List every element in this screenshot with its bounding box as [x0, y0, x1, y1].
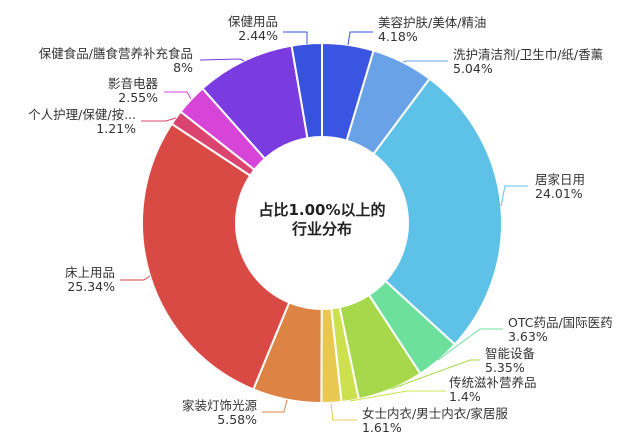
slice-name: 女士内衣/男士内衣/家居服 — [362, 406, 508, 421]
leader-line — [349, 390, 446, 402]
leader-line — [500, 185, 528, 207]
slice-percent: 5.58% — [217, 412, 257, 427]
leader-line — [402, 60, 448, 63]
slice-name: 家装灯饰光源 — [181, 398, 257, 413]
donut-slice — [372, 77, 503, 346]
slice-percent: 8% — [173, 60, 193, 75]
leader-line — [262, 399, 288, 413]
leader-line — [141, 117, 177, 122]
slice-label-health-food: 保健食品/膳食营养补充食品 8% — [39, 47, 193, 75]
slice-label-tonic: 传统滋补营养品 1.4% — [449, 376, 537, 404]
slice-name: 保健食品/膳食营养补充食品 — [38, 46, 193, 61]
slice-label-underwear: 女士内衣/男士内衣/家居服 1.61% — [362, 407, 508, 435]
slice-percent: 3.63% — [508, 329, 548, 344]
slice-percent: 2.44% — [238, 28, 278, 43]
slice-name: 美容护肤/美体/精油 — [378, 15, 487, 30]
leader-line — [120, 275, 151, 281]
slice-label-bedding: 床上用品 25.34% — [65, 266, 115, 294]
leader-lines — [120, 31, 528, 421]
slice-percent: 4.18% — [378, 29, 418, 44]
slice-label-cleaning: 洗护清洁剂/卫生巾/纸/香薰 5.04% — [453, 48, 603, 76]
slice-label-health-products: 保健用品 2.44% — [228, 15, 278, 43]
donut-slice — [290, 41, 323, 140]
slice-percent: 24.01% — [535, 186, 583, 201]
leader-line — [437, 328, 503, 361]
leader-line — [283, 31, 308, 44]
slice-percent: 1.4% — [449, 389, 481, 404]
slice-name: 影音电器 — [107, 76, 158, 91]
slice-label-household: 居家日用 24.01% — [535, 173, 585, 201]
slice-percent: 1.21% — [96, 121, 136, 136]
slice-label-smart-devices: 智能设备 5.35% — [485, 347, 535, 375]
slice-label-av-electronics: 影音电器 2.55% — [108, 77, 158, 105]
leader-line — [347, 31, 373, 46]
slice-percent: 2.55% — [118, 90, 158, 105]
donut-slice — [141, 122, 291, 391]
slice-name: OTC药品/国际医药 — [508, 315, 613, 330]
slice-label-lighting: 家装灯饰光源 5.58% — [182, 399, 257, 427]
center-title-line2: 行业分布 — [291, 220, 352, 238]
slice-percent: 5.04% — [453, 61, 493, 76]
slice-label-otc: OTC药品/国际医药 3.63% — [508, 316, 613, 344]
slice-name: 个人护理/保健/按... — [28, 107, 136, 122]
leader-line — [164, 91, 192, 100]
leader-line — [199, 58, 245, 62]
slice-name: 居家日用 — [535, 172, 586, 187]
slice-name: 洗护清洁剂/卫生巾/纸/香薰 — [453, 47, 604, 62]
slice-percent: 1.61% — [362, 420, 402, 435]
leader-line — [390, 359, 480, 390]
center-title-line1: 占比1.00%以上的 — [258, 201, 386, 219]
donut-center-title: 占比1.00%以上的 行业分布 — [220, 201, 424, 239]
donut-slices — [141, 41, 503, 405]
slice-name: 床上用品 — [64, 265, 115, 280]
slice-name: 传统滋补营养品 — [449, 375, 537, 390]
slice-name: 保健用品 — [227, 14, 278, 29]
slice-percent: 5.35% — [485, 360, 525, 375]
slice-label-beauty: 美容护肤/美体/精油 4.18% — [378, 16, 486, 44]
slice-label-personal-care: 个人护理/保健/按... 1.21% — [28, 108, 136, 136]
slice-name: 智能设备 — [485, 346, 536, 361]
leader-line — [330, 402, 357, 421]
slice-percent: 25.34% — [67, 279, 115, 294]
